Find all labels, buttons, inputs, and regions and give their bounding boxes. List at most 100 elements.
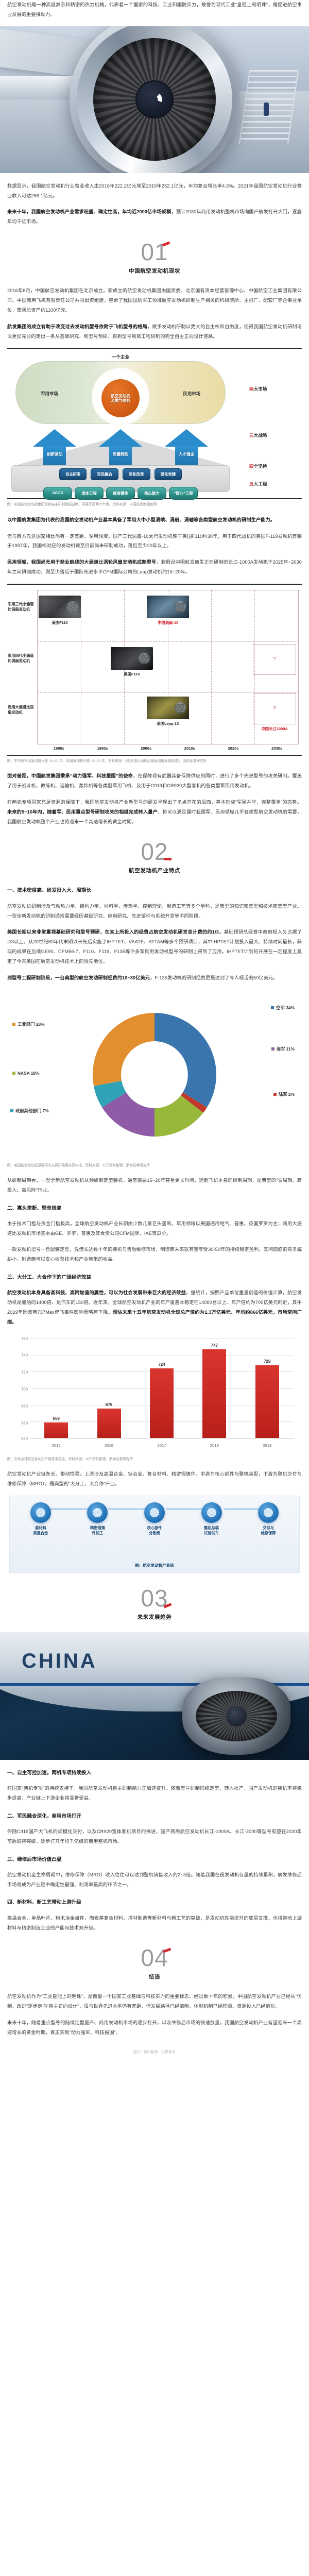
spinner-swirl-mark (146, 91, 163, 109)
strategy-arrow-1: 创新驱动 (33, 429, 76, 470)
bar-column-3: 724 (148, 1338, 175, 1438)
s1-paragraph-2: 航发集团的成立有助于改变过去发动机型号依附于飞机型号的格局，赋予发动机研制以更大… (7, 322, 302, 342)
donut-label-gov-other-text: 政府其他部门 7% (15, 1108, 49, 1113)
blue-chip-1: 自主研发 (59, 468, 87, 481)
section-marker-02: 02 航空发动机产业特点 (0, 840, 309, 874)
side-label-1-mark: 两 (249, 386, 254, 392)
bar-xtick-5: 2019 (263, 1443, 272, 1448)
side-label-4-rest: 大工程 (253, 481, 267, 487)
s2-paragraph-7: 航空发动机本身具备高科技、高附加值的属性，可以为社会发展带来巨大的经济效益。据统… (7, 1288, 302, 1327)
s3-paragraph-3: 航空发动机全生命周期中，维修保障（MRO）收入往往可以达到整机销售收入的2~3倍… (7, 1872, 302, 1887)
donut-slice-navy (102, 1092, 154, 1137)
core-line-2: 及燃气轮机 (111, 398, 130, 403)
s2-subhead-2: 二、寡头垄断、壁垒极高 (7, 1205, 62, 1211)
chain-arrow-3 (166, 1508, 213, 1510)
diagram-side-labels: 两大市场 三大战略 四个坚持 五大工程 (249, 354, 294, 492)
timeline-hline (38, 641, 298, 642)
bar-xtick-2: 2016 (105, 1443, 114, 1448)
bar-column-5: 728 (254, 1338, 281, 1438)
chain-diagram-title: 图：航空发动机产业链 (135, 1563, 174, 1568)
timeline-axis-tick-3: 2000s (141, 745, 152, 751)
chain-arrow-1 (50, 1508, 97, 1510)
bar-ytick-760: 760 (21, 1336, 28, 1341)
diagram-top-label: 一个主业 (111, 354, 130, 360)
timeline-axis-tick-2: 1990s (97, 745, 108, 751)
row-label-2-line2: 比涡扇发动机 (8, 658, 30, 664)
s1-paragraph-4: 但与西方先进国家相比尚有一定差距。军用领域，国产三代涡扇-10太行发动机晚于美国… (7, 533, 302, 549)
aircraft-engine-hub (226, 1705, 247, 1726)
bar-value-4: 747 (211, 1343, 218, 1348)
donut-label-nasa: NASA 18% (12, 1071, 40, 1076)
strategy-arrow-label-2: 质量制胜 (112, 452, 129, 457)
chain-node-4-line1: 整机总装 (204, 1525, 219, 1530)
strategy-arrow-label-3: 人才强企 (178, 452, 195, 457)
stats-block: 数据显示，我国航空发动机行业营业收入由2016年222.2亿元增至2019年25… (0, 181, 309, 227)
bar-xtick-3: 2017 (157, 1443, 166, 1448)
chain-arrow-4 (224, 1508, 259, 1510)
section-tick-icon (163, 858, 171, 861)
bar-ytick-640: 640 (21, 1436, 28, 1441)
section-number-03-text: 03 (141, 1584, 168, 1612)
industry-chain-diagram: 原材料 高温合金 精密锻铸 件加工 核心部件 分系统 整机总装 试验试车 (9, 1495, 300, 1573)
section-03-body: 一、自主可控加速，两机专项持续投入 在国家“两机专项”的持续支持下，我国航空发动… (0, 1768, 309, 1933)
side-label-2-rest: 大战略 (253, 433, 267, 438)
timeline-item-cj1000a: ? 中国长江1000A (253, 693, 296, 732)
timeline-vline (211, 590, 212, 744)
legend-swatch-nasa (12, 1072, 15, 1075)
five-projects-row: AEOS 成本工程 瘦身健体 核心能力 “铸心”工程 (11, 487, 230, 500)
bar-ytick-680: 680 (21, 1403, 28, 1409)
donut-slice-gov-other (94, 1080, 126, 1108)
bar-rect-4 (202, 1349, 227, 1438)
timeline-row-label-3: 商用大涵道比涡 扇发动机 (8, 705, 37, 715)
market-capsule: 军用市场 民用市场 航空发动机 及燃气轮机 (15, 361, 226, 426)
teal-chip-3: 瘦身健体 (106, 487, 135, 500)
bar-column-2: 676 (96, 1338, 123, 1438)
engine-photo-f119 (110, 647, 153, 670)
s2-subhead-3: 三、大分工、大合作下的广阔经济效益 (7, 1275, 92, 1281)
s3-paragraph-4: 高温合金、单晶叶片、粉末冶金盘件、陶瓷基复合材料、增材制造等新材料与新工艺的突破… (7, 1915, 302, 1930)
chain-node-2-line1: 精密锻铸 (90, 1525, 105, 1530)
chain-node-5: 交付与 维修保障 (242, 1502, 295, 1536)
bar-rect-1 (44, 1422, 68, 1438)
s1-p7-bold: 未来的5~10年内，随着军、民用重点型号研制攻关的相继完成转入量产 (7, 809, 158, 815)
timeline-row-label-2: 军用四代小涵道 比涡扇发动机 (8, 653, 37, 664)
side-label-2-mark: 三 (249, 433, 254, 438)
timeline-item-unknown-1: ? (253, 643, 296, 675)
side-label-2: 三大战略 (249, 432, 267, 438)
s3-paragraph-1: 在国家“两机专项”的持续支持下，我国航空发动机自主研制能力正加速提升。随着型号研… (7, 1785, 302, 1801)
chain-node-2-line2: 件加工 (92, 1530, 104, 1535)
row-label-1-line1: 军用三代小涵道 (8, 601, 34, 606)
row-label-1-line2: 比涡扇发动机 (8, 607, 30, 612)
legend-swatch-navy (271, 1047, 274, 1051)
section-number-01-text: 01 (141, 239, 168, 266)
timeline-grid: 军用三代小涵道 比涡扇发动机 军用四代小涵道 比涡扇发动机 商用大涵道比涡 扇发… (8, 589, 299, 744)
bar-rect-2 (97, 1408, 121, 1438)
timeline-vline (254, 590, 255, 744)
market-left-label: 军用市场 (41, 391, 58, 397)
aircraft-engine (182, 1677, 290, 1755)
donut-label-navy: 海军 11% (271, 1046, 295, 1052)
s1-p5-rest: ，若假设中国航发商发正在研制的长江-1000A发动机于2025年~2030年之间… (7, 560, 302, 575)
teal-chip-2: 成本工程 (75, 487, 104, 500)
s1-paragraph-5: 民用领域，我国尚无用于商业航线的大涵道比涡轮风扇发动机成熟型号，若假设中国航发商… (7, 557, 302, 577)
strategy-arrow-row: 创新驱动 质量制胜 人才强企 (11, 429, 230, 470)
section-number-04-text: 04 (141, 1944, 168, 1972)
teal-chip-4: 核心能力 (138, 487, 166, 500)
section-title-02: 航空发动机产业特点 (129, 868, 180, 874)
four-persistence-row: 自主研发 军民融合 深化改革 强化党建 (11, 468, 230, 481)
engine-timeline: 军用三代小涵道 比涡扇发动机 军用四代小涵道 比涡扇发动机 商用大涵道比涡 扇发… (7, 583, 302, 756)
s3-paragraph-2: 伴随C919国产大飞机的规模化交付，以及CR929宽体客机项目的推进，国产商用航… (7, 1828, 302, 1844)
arrow-head-icon (99, 429, 142, 447)
timeline-hline (38, 692, 298, 693)
market-right-label: 民用市场 (183, 391, 201, 397)
bar-value-2: 676 (105, 1402, 113, 1407)
bar-column-1: 659 (43, 1338, 70, 1438)
bar-ytick-700: 700 (21, 1386, 28, 1392)
s2-p2-rest: 基础预研总经费中政府投入又占据了2/3以上。从20世纪80年代末期以来先后实施了… (7, 929, 302, 964)
chain-node-1-line1: 原材料 (35, 1525, 46, 1530)
legend-swatch-industry (12, 1023, 15, 1026)
s2-p7-rest: 。据统计，按照产品单位重量创造的价值计算，航空发动机是船舶的1400倍、是汽车的… (7, 1290, 302, 1315)
chain-node-4: 整机总装 试验试车 (185, 1502, 238, 1536)
bar-ytick-720: 720 (21, 1369, 28, 1375)
donut-slice-nasa (154, 1095, 203, 1137)
